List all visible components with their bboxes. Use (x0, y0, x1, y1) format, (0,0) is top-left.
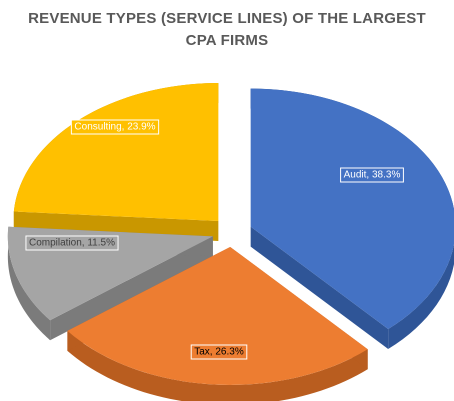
data-label-tax: Tax, 26.3% (190, 344, 248, 360)
data-label-consulting: Consulting, 23.9% (70, 119, 160, 135)
pie-slice-wall-start (50, 236, 213, 341)
pie-slice-top (67, 246, 368, 385)
pie-slice-side (7, 226, 51, 341)
pie-slice-audit (250, 88, 454, 349)
pie-slice-tax (67, 246, 368, 401)
data-label-box (70, 119, 160, 135)
data-label-compilation: Compilation, 11.5% (25, 235, 119, 251)
data-label-text: Tax, 26.3% (194, 347, 244, 358)
pie-slice-top (13, 83, 219, 222)
data-label-text: Consulting, 23.9% (74, 122, 155, 133)
pie-slice-top (250, 88, 454, 329)
data-label-audit: Audit, 38.3% (340, 167, 404, 183)
data-label-text: Audit, 38.3% (344, 170, 401, 181)
data-label-box (25, 235, 119, 251)
pie-slice-consulting (13, 83, 219, 242)
data-label-box (340, 167, 404, 183)
data-label-text: Compilation, 11.5% (29, 238, 115, 249)
chart-title-line-2: CPA FIRMS (185, 32, 269, 49)
chart-title: REVENUE TYPES (SERVICE LINES) OF THE LAR… (0, 8, 454, 52)
data-label-box (190, 344, 248, 360)
chart-title-line-1: REVENUE TYPES (SERVICE LINES) OF THE LAR… (28, 10, 426, 27)
pie-slice-side (67, 330, 368, 401)
pie-slice-wall-end (250, 226, 389, 349)
